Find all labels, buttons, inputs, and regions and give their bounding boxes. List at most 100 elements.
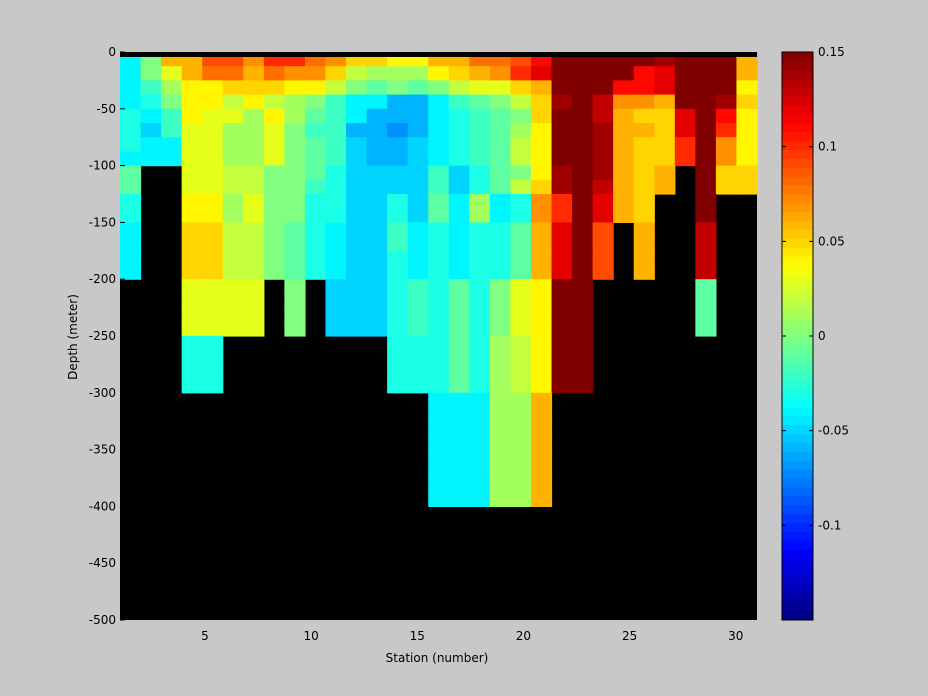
heatmap-cell (181, 378, 203, 394)
heatmap-cell (202, 137, 224, 152)
colorbar-swatch (782, 566, 813, 577)
heatmap-cell (469, 194, 491, 209)
heatmap-cell (428, 463, 450, 479)
heatmap-cell (530, 94, 553, 110)
heatmap-cell (428, 137, 450, 152)
heatmap-cell (592, 165, 614, 181)
heatmap-cell (510, 179, 532, 195)
heatmap-cell (428, 194, 450, 209)
heatmap-cell (715, 137, 738, 152)
heatmap-cell (387, 350, 409, 365)
colorbar-swatch (782, 78, 813, 89)
heatmap-cell (695, 66, 717, 81)
heatmap-cell (387, 165, 409, 181)
heatmap-cell (407, 250, 429, 266)
colorbar-swatch (782, 549, 813, 559)
colorbar-swatch (782, 114, 813, 124)
heatmap-cell (120, 250, 142, 266)
heatmap-cell (448, 108, 470, 124)
heatmap-cell (428, 449, 450, 465)
heatmap-cell (202, 279, 224, 294)
heatmap-cell (181, 307, 203, 323)
heatmap-cell (263, 137, 285, 152)
heatmap-cell (448, 165, 470, 181)
heatmap-cell (284, 80, 306, 96)
heatmap-cell (284, 151, 306, 167)
heatmap-cell (592, 179, 614, 195)
heatmap-cell (202, 80, 224, 96)
heatmap-cell (633, 222, 655, 238)
colorbar-swatch (782, 504, 813, 515)
heatmap-cell (366, 151, 388, 167)
heatmap-cell (695, 236, 717, 252)
heatmap-cell (181, 179, 203, 195)
colorbar: -0.1 -0.05 0 0.05 0.1 0.15 (781, 45, 849, 621)
colorbar-tick-label: -0.05 (818, 424, 849, 438)
heatmap-cell (181, 364, 203, 380)
heatmap-cell (161, 94, 183, 110)
heatmap-cell (407, 307, 429, 323)
colorbar-swatch (782, 273, 813, 284)
heatmap-cell (633, 250, 655, 266)
heatmap-cell (428, 392, 450, 408)
heatmap-cell (304, 80, 327, 96)
heatmap-cell (510, 66, 532, 81)
heatmap-cell (181, 208, 203, 223)
heatmap-cell (489, 94, 512, 110)
colorbar-swatch (782, 584, 813, 594)
heatmap-cell (407, 208, 429, 223)
heatmap-cell (695, 265, 717, 280)
heatmap-cell (572, 250, 594, 266)
heatmap-cell (530, 123, 553, 138)
heatmap-cell (181, 80, 203, 96)
colorbar-swatch (782, 371, 813, 381)
heatmap-cell (202, 307, 224, 323)
heatmap-cell (530, 350, 553, 365)
heatmap-cell (695, 250, 717, 266)
heatmap-cell (263, 94, 285, 110)
y-tick-label: -450 (89, 556, 116, 570)
heatmap-cell (325, 151, 347, 167)
heatmap-cell (510, 392, 532, 408)
heatmap-cell (489, 222, 512, 238)
heatmap-cell (572, 108, 594, 124)
heatmap-cell (263, 208, 285, 223)
heatmap-cell (304, 165, 327, 181)
heatmap-cell (674, 123, 696, 138)
heatmap-cell (181, 94, 203, 110)
heatmap-cell (346, 265, 368, 280)
heatmap-cell (407, 123, 429, 138)
heatmap-cell (469, 279, 491, 294)
heatmap-cell (530, 165, 553, 181)
heatmap-cell (263, 265, 285, 280)
heatmap-cell (633, 151, 655, 167)
heatmap-cell (530, 108, 553, 124)
heatmap-cell (530, 137, 553, 152)
heatmap-cell (428, 307, 450, 323)
heatmap-cell (407, 194, 429, 209)
heatmap-cell (489, 123, 512, 138)
heatmap-cell (674, 80, 696, 96)
heatmap-cell (448, 250, 470, 266)
heatmap-cell (202, 194, 224, 209)
heatmap-cell (181, 222, 203, 238)
heatmap-cell (489, 392, 512, 408)
heatmap-cell (387, 66, 409, 81)
heatmap-cell (592, 151, 614, 167)
heatmap-cell (510, 350, 532, 365)
heatmap-cell (243, 137, 265, 152)
heatmap-cell (263, 179, 285, 195)
heatmap-cell (469, 80, 491, 96)
heatmap-cell (448, 435, 470, 451)
heatmap-cell (469, 307, 491, 323)
heatmap-cell (222, 250, 244, 266)
heatmap-cell (304, 179, 327, 195)
heatmap-cell (654, 108, 676, 124)
heatmap-cell (304, 250, 327, 266)
colorbar-swatch (782, 60, 813, 71)
heatmap-cell (510, 293, 532, 309)
heatmap-cell (366, 165, 388, 181)
heatmap-cell (428, 94, 450, 110)
heatmap-cell (592, 265, 614, 280)
heatmap-cell (715, 179, 738, 195)
